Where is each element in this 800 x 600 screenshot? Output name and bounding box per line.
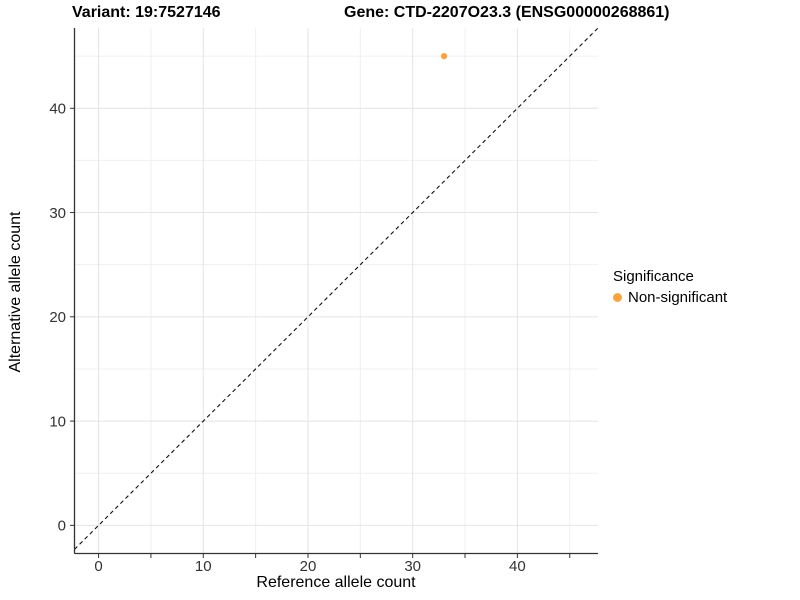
x-tick-label: 40 <box>509 558 526 575</box>
x-tick-label: 30 <box>404 558 421 575</box>
legend-point-icon <box>613 293 622 302</box>
data-point <box>440 52 448 60</box>
identity-line <box>74 28 598 550</box>
y-tick-label: 20 <box>49 309 66 326</box>
x-axis-title: Reference allele count <box>256 574 416 591</box>
x-tick-label: 20 <box>300 558 317 575</box>
legend-title: Significance <box>613 268 694 285</box>
legend-item-label: Non-significant <box>628 289 728 306</box>
legend-item: Non-significant <box>613 289 727 306</box>
y-tick-label: 30 <box>49 205 66 222</box>
y-tick-label: 10 <box>49 413 66 430</box>
x-tick-label: 10 <box>195 558 212 575</box>
legend: Significance Non-significant <box>613 268 727 306</box>
plot-title-gene: Gene: CTD-2207O23.3 (ENSG00000268861) <box>344 4 670 21</box>
plot-title-variant: Variant: 19:7527146 <box>72 4 221 21</box>
y-tick-label: 40 <box>49 100 66 117</box>
y-axis-title: Alternative allele count <box>7 211 24 373</box>
x-tick-label: 0 <box>94 558 102 575</box>
y-tick-label: 0 <box>58 518 66 535</box>
